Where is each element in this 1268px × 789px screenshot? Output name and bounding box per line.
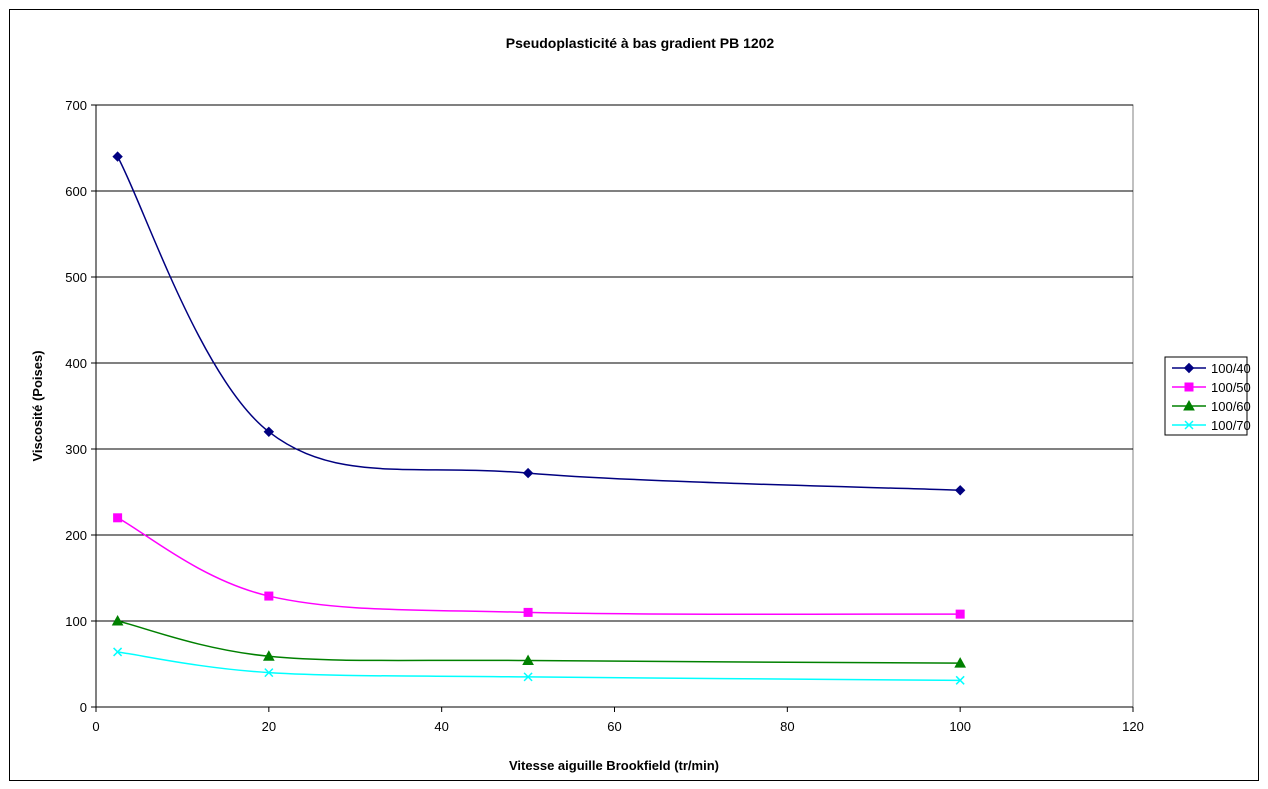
- series-100-50-point: [955, 609, 965, 619]
- series-100-70-point: [113, 647, 123, 657]
- series-100-70-point-stroke: [113, 647, 123, 657]
- series-100-40-point: [954, 485, 966, 496]
- legend: 100/40 100/50 100/60 100/70: [1164, 356, 1251, 436]
- legend-box: [1164, 356, 1248, 436]
- series-100-40: [112, 151, 966, 496]
- legend-label-100-70: 100/70: [1211, 418, 1251, 433]
- axes: 0 100 200 300 400 500 600 700 0 20 40 60 80 100 120: [65, 98, 1144, 734]
- series-100-60: [111, 614, 967, 668]
- legend-marker-100-60: [1183, 399, 1195, 411]
- y-axis-label: Viscosité (Poises): [30, 350, 45, 461]
- y-tick-label: 400: [65, 356, 87, 371]
- series-layer: [111, 151, 967, 685]
- series-100-50-point: [113, 513, 123, 523]
- series-100-70: [113, 647, 965, 685]
- x-tick-label: 80: [780, 719, 794, 734]
- series-100-70-point: [264, 668, 274, 678]
- series-100-70-point: [523, 672, 533, 682]
- series-100-70-line: [117, 651, 961, 682]
- legend-label-100-60: 100/60: [1211, 399, 1251, 414]
- series-100-50: [113, 513, 965, 619]
- y-tick-label: 500: [65, 270, 87, 285]
- series-100-70-point-stroke: [523, 672, 533, 682]
- series-100-60-point: [111, 614, 124, 626]
- x-tick-label: 120: [1122, 719, 1144, 734]
- legend-marker-100-50: [1184, 382, 1194, 392]
- y-tick-label: 700: [65, 98, 87, 113]
- series-100-40-line: [116, 156, 961, 492]
- gridlines: [96, 104, 1133, 622]
- legend-marker-100-70: [1184, 420, 1194, 430]
- series-100-40-point: [112, 151, 123, 162]
- chart-title: Pseudoplasticité à bas gradient PB 1202: [506, 35, 775, 51]
- y-tick-label: 600: [65, 184, 87, 199]
- series-100-40-point: [263, 426, 275, 438]
- series-100-50-point: [523, 607, 533, 617]
- series-100-60-line: [117, 620, 961, 664]
- series-100-50-line: [117, 517, 961, 616]
- legend-label-100-40: 100/40: [1211, 361, 1251, 376]
- x-tick-label: 100: [949, 719, 971, 734]
- series-100-70-point-stroke: [264, 668, 274, 678]
- legend-marker-100-40: [1183, 362, 1195, 374]
- series-100-40-point: [522, 467, 534, 479]
- series-100-70-point-stroke: [955, 675, 965, 685]
- x-tick-label: 0: [92, 719, 99, 734]
- y-tick-label: 300: [65, 442, 87, 457]
- series-100-60-point: [522, 654, 534, 666]
- legend-marker-100-70-stroke: [1184, 420, 1194, 430]
- series-100-50-point: [264, 591, 274, 601]
- legend-label-100-50: 100/50: [1211, 380, 1251, 395]
- y-tick-label: 100: [65, 614, 87, 629]
- series-100-70-point: [955, 675, 965, 685]
- x-axis-label: Vitesse aiguille Brookfield (tr/min): [509, 758, 719, 773]
- y-tick-label: 0: [80, 700, 87, 715]
- plot-area: [95, 104, 1134, 708]
- x-tick-label: 40: [434, 719, 448, 734]
- x-tick-label: 20: [262, 719, 276, 734]
- series-100-60-point: [262, 650, 275, 661]
- y-tick-label: 200: [65, 528, 87, 543]
- x-tick-label: 60: [607, 719, 621, 734]
- series-100-60-point: [954, 657, 967, 668]
